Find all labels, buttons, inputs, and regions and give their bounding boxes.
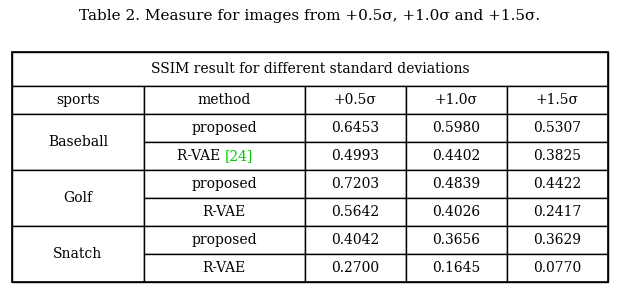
Bar (406, 142, 507, 170)
Bar (305, 254, 406, 282)
Text: 0.5307: 0.5307 (533, 121, 581, 135)
Bar (12, 86, 144, 114)
Bar (406, 86, 507, 114)
Bar (406, 198, 507, 226)
Text: Baseball: Baseball (48, 135, 108, 149)
Bar (305, 226, 406, 254)
Bar (144, 114, 305, 142)
Bar (406, 114, 507, 142)
Bar (507, 142, 608, 170)
Text: proposed: proposed (192, 121, 257, 135)
Bar (406, 170, 507, 198)
Text: 0.4026: 0.4026 (432, 205, 480, 219)
Text: Snatch: Snatch (53, 247, 102, 261)
Bar (507, 226, 608, 254)
Text: 0.5980: 0.5980 (432, 121, 480, 135)
Bar (406, 226, 507, 254)
Bar (144, 198, 305, 226)
Text: 0.5642: 0.5642 (331, 205, 379, 219)
Text: 0.7203: 0.7203 (331, 177, 379, 191)
Bar (305, 114, 406, 142)
Bar (507, 254, 608, 282)
Text: SSIM result for different standard deviations: SSIM result for different standard devia… (151, 62, 469, 76)
Bar (12, 226, 144, 282)
Bar (305, 142, 406, 170)
Bar (406, 254, 507, 282)
Text: proposed: proposed (192, 233, 257, 247)
Bar (305, 170, 406, 198)
Text: 0.3656: 0.3656 (432, 233, 480, 247)
Bar (12, 52, 608, 86)
Bar (12, 114, 144, 170)
Bar (144, 254, 305, 282)
Bar (144, 226, 305, 254)
Text: method: method (198, 93, 251, 107)
Text: R-VAE: R-VAE (203, 205, 246, 219)
Text: +1.0σ: +1.0σ (435, 93, 478, 107)
Text: 0.3629: 0.3629 (533, 233, 581, 247)
Text: 0.2700: 0.2700 (331, 261, 379, 275)
Text: 0.4839: 0.4839 (432, 177, 480, 191)
Bar (144, 86, 305, 114)
Bar (507, 198, 608, 226)
Text: 0.6453: 0.6453 (331, 121, 379, 135)
Bar (507, 86, 608, 114)
Bar (507, 114, 608, 142)
Text: 0.2417: 0.2417 (533, 205, 582, 219)
Bar (507, 170, 608, 198)
Text: 0.4993: 0.4993 (331, 149, 379, 163)
Text: 0.1645: 0.1645 (432, 261, 480, 275)
Bar (305, 86, 406, 114)
Text: 0.3825: 0.3825 (533, 149, 581, 163)
Text: +1.5σ: +1.5σ (536, 93, 578, 107)
Text: [24]: [24] (224, 149, 252, 163)
Text: sports: sports (56, 93, 100, 107)
Bar (305, 198, 406, 226)
Text: proposed: proposed (192, 177, 257, 191)
Bar (144, 142, 305, 170)
Bar (144, 170, 305, 198)
Bar (12, 170, 144, 226)
Text: Golf: Golf (63, 191, 92, 205)
Text: 0.4422: 0.4422 (533, 177, 582, 191)
Bar (12, 52, 608, 282)
Text: 0.4042: 0.4042 (331, 233, 379, 247)
Text: Table 2. Measure for images from +0.5σ, +1.0σ and +1.5σ.: Table 2. Measure for images from +0.5σ, … (79, 9, 541, 23)
Text: +0.5σ: +0.5σ (334, 93, 377, 107)
Text: R-VAE: R-VAE (203, 261, 246, 275)
Text: R-VAE: R-VAE (177, 149, 224, 163)
Text: 0.0770: 0.0770 (533, 261, 582, 275)
Text: 0.4402: 0.4402 (432, 149, 480, 163)
